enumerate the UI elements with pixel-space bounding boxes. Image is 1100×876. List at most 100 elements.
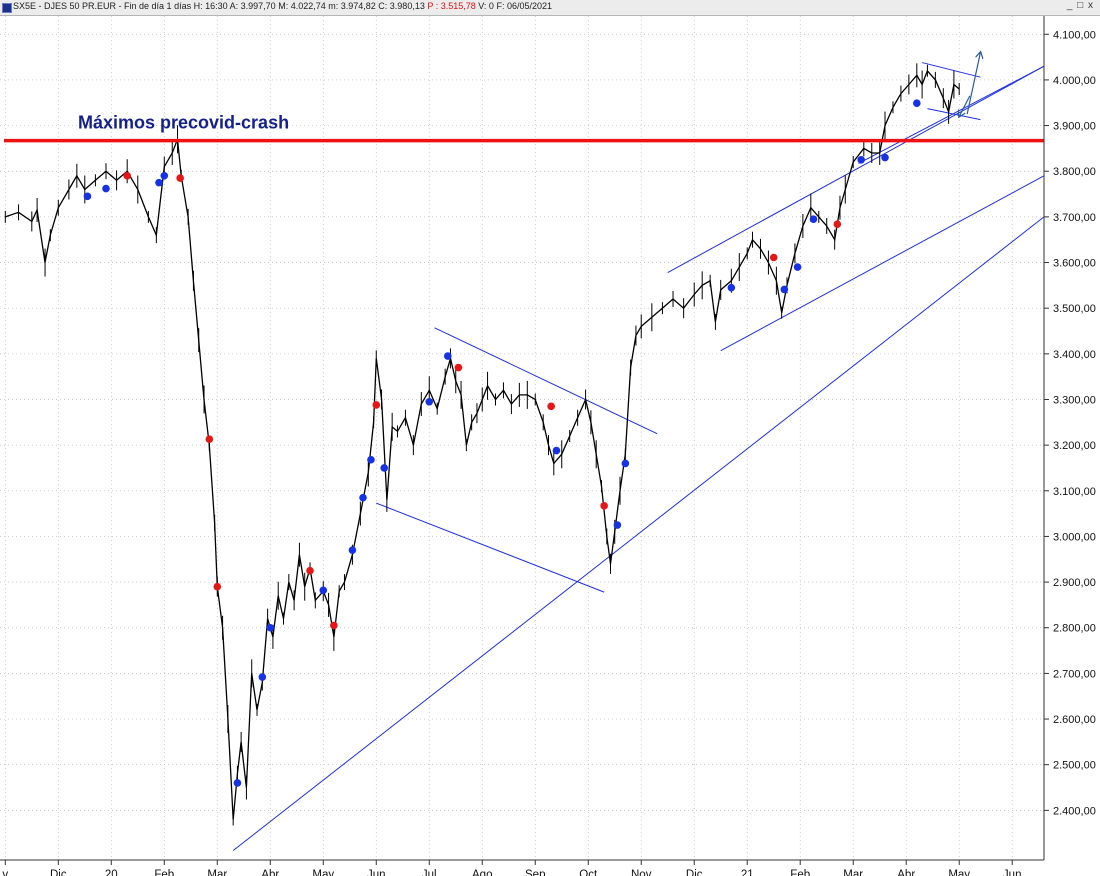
x-tick-label: Ago [472, 869, 492, 876]
buy-signal-marker [913, 99, 921, 107]
trendline [667, 65, 1045, 274]
quote-pnl: P : 3.515,78 [427, 1, 476, 11]
x-tick-label: Sep [525, 869, 545, 876]
chart-window-icon [2, 3, 12, 13]
x-tick-label: Nov [631, 869, 652, 876]
buy-signal-marker [258, 673, 267, 681]
y-tick-label: 3.200,00 [1053, 440, 1096, 452]
y-tick-label: 3.600,00 [1053, 258, 1096, 270]
x-tick-label: Abr [261, 869, 279, 876]
x-tick-label: 21 [741, 869, 754, 876]
x-tick-label: Jul [422, 869, 437, 876]
buy-signal-marker [881, 153, 889, 162]
trendline [921, 62, 981, 78]
signal-markers [83, 99, 921, 787]
buy-signal-marker [425, 397, 434, 406]
sell-signal-marker [547, 402, 555, 411]
trendlines [232, 53, 1045, 851]
buy-signal-marker [613, 521, 622, 529]
buy-signal-marker [793, 263, 802, 271]
y-tick-label: 2.700,00 [1053, 668, 1096, 680]
symbol-name: SX5E - DJES 50 PR.EUR - Fin de día 1 día… [13, 1, 192, 11]
buy-signal-marker [155, 178, 163, 187]
x-tick-label: May [948, 869, 970, 876]
x-tick-label: Mar [207, 869, 227, 876]
trendline [927, 108, 981, 121]
buy-signal-marker [857, 156, 865, 164]
trendline [858, 65, 1045, 164]
buy-signal-marker [160, 171, 169, 180]
forecast-arrow [959, 95, 971, 117]
price-series [4, 63, 960, 826]
y-tick-label: 3.100,00 [1053, 486, 1096, 498]
chart-grid [0, 16, 1044, 860]
close-button[interactable]: x [1088, 0, 1094, 11]
y-tick-label: 2.900,00 [1053, 577, 1096, 589]
y-axis: 4.100,00 4.000,00 3.900,00 3.800,00 3.700,00… [1043, 16, 1096, 860]
sell-signal-marker [330, 621, 338, 630]
y-tick-label: 2.600,00 [1053, 714, 1096, 726]
x-tick-label: Dic [50, 869, 67, 876]
trendline [720, 175, 1045, 352]
trendline [232, 216, 1045, 851]
x-tick-label: Dic [686, 869, 703, 876]
y-tick-label: 3.400,00 [1053, 349, 1096, 361]
annotation-label: Máximos precovid-crash [78, 113, 289, 133]
sell-signal-marker [176, 174, 184, 182]
x-tick-label: Mar [843, 869, 863, 876]
x-tick-label: Abr [897, 869, 915, 876]
y-tick-label: 3.700,00 [1053, 212, 1096, 224]
buy-signal-marker [380, 464, 389, 472]
sell-signal-marker [123, 171, 131, 180]
x-tick-label: Jun [1003, 869, 1022, 876]
quote-high: H: 16:30 [193, 1, 228, 11]
maximize-button[interactable]: □ [1077, 0, 1085, 11]
quote-min: m: 3.974,82 [328, 1, 376, 11]
sell-signal-marker [213, 582, 222, 591]
buy-signal-marker [102, 184, 110, 193]
sell-signal-marker [454, 363, 463, 372]
x-tick-label: Oct [579, 869, 598, 876]
x-tick-label: Jun [367, 869, 386, 876]
buy-signal-marker [359, 493, 367, 502]
x-tick-label: Feb [154, 869, 174, 876]
sell-signal-marker [372, 401, 381, 409]
buy-signal-marker [233, 779, 242, 787]
sell-signal-marker [833, 220, 842, 228]
y-tick-label: 2.500,00 [1053, 760, 1096, 772]
buy-signal-marker [444, 352, 452, 360]
y-tick-label: 2.800,00 [1053, 623, 1096, 635]
sell-signal-marker [306, 566, 314, 575]
quote-date: F: 06/05/2021 [496, 1, 552, 11]
quote-open: A: 3.997,70 [229, 1, 276, 11]
sell-signal-marker [600, 502, 608, 510]
sell-signal-marker [205, 435, 214, 443]
quote-max: M: 4.022,74 [278, 1, 326, 11]
x-tick-label: v [2, 869, 8, 876]
minimize-button[interactable]: _ [1066, 0, 1074, 11]
y-tick-label: 3.800,00 [1053, 166, 1096, 178]
y-tick-label: 4.100,00 [1053, 29, 1096, 41]
sell-signal-marker [769, 253, 778, 262]
buy-signal-marker [83, 192, 92, 201]
x-axis: v Dic 20 Feb Mar Abr May Jun Jul Ago Sep Oct Nov Dic 2… [0, 859, 1044, 876]
x-tick-label: 20 [105, 869, 118, 876]
x-tick-label: May [312, 869, 334, 876]
quote-volume: V: 0 [478, 1, 494, 11]
trendline [434, 327, 658, 435]
forecast-arrow [966, 53, 980, 115]
y-tick-label: 4.000,00 [1053, 75, 1096, 87]
buy-signal-marker [780, 285, 789, 294]
buy-signal-marker [621, 459, 630, 468]
x-tick-label: Feb [790, 869, 810, 876]
buy-signal-marker [319, 586, 328, 595]
y-tick-label: 3.500,00 [1053, 303, 1096, 315]
quote-close: C: 3.980,13 [378, 1, 425, 11]
buy-signal-marker [348, 546, 357, 554]
price-chart[interactable]: Máximos precovid-crash 4.100,00 4.000,00 3… [0, 16, 1100, 876]
annotation-group: Máximos precovid-crash [78, 113, 289, 133]
y-tick-label: 3.000,00 [1053, 531, 1096, 543]
buy-signal-marker [809, 215, 818, 223]
buy-signal-marker [266, 623, 275, 632]
window-titlebar: SX5E - DJES 50 PR.EUR - Fin de día 1 día… [0, 0, 1100, 16]
